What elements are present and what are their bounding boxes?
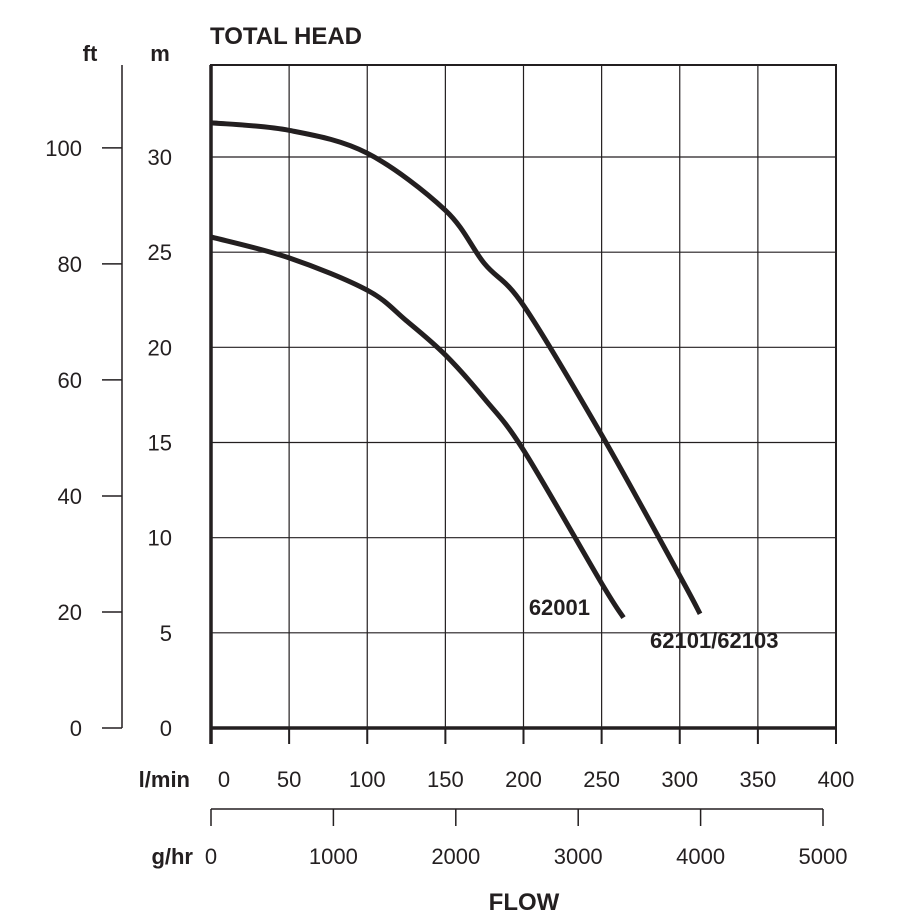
x-tick-label: 50 xyxy=(277,767,301,792)
y-tick-label-m: 15 xyxy=(148,431,172,456)
x-tick-label: 300 xyxy=(661,767,698,792)
y-tick-label-ft: 20 xyxy=(58,600,82,625)
x-tick-label-ghr: 4000 xyxy=(676,844,725,869)
series-line-62101-62103 xyxy=(210,120,703,615)
x-tick-label: 0 xyxy=(218,767,230,792)
y-tick-label-ft: 0 xyxy=(70,716,82,741)
y-tick-label-m: 0 xyxy=(160,716,172,741)
x-tick-label: 400 xyxy=(818,767,855,792)
x-tick-label: 250 xyxy=(583,767,620,792)
y-tick-label-ft: 100 xyxy=(45,136,82,161)
x-unit-label-lmin: l/min xyxy=(139,767,190,792)
x-unit-label-ghr: g/hr xyxy=(151,844,193,869)
y-tick-label-ft: 80 xyxy=(58,252,82,277)
y-tick-label-m: 5 xyxy=(160,621,172,646)
y-tick-label-ft: 60 xyxy=(58,368,82,393)
x-tick-label-ghr: 1000 xyxy=(309,844,358,869)
x-tick-label-ghr: 2000 xyxy=(431,844,480,869)
y-tick-label-ft: 40 xyxy=(58,484,82,509)
x-tick-label: 150 xyxy=(427,767,464,792)
x-axis-title: FLOW xyxy=(489,889,560,916)
series-label: 62001 xyxy=(529,595,590,620)
y-unit-label-ft: ft xyxy=(83,41,98,66)
y-tick-label-m: 30 xyxy=(148,145,172,170)
x-tick-label: 200 xyxy=(505,767,542,792)
x-tick-label-ghr: 3000 xyxy=(554,844,603,869)
series-line-62001 xyxy=(210,234,626,619)
series-label: 62101/62103 xyxy=(650,628,778,653)
x-tick-label: 350 xyxy=(740,767,777,792)
y-tick-label-m: 10 xyxy=(148,526,172,551)
y-unit-label-m: m xyxy=(150,41,170,66)
x-tick-label-ghr: 5000 xyxy=(799,844,848,869)
y-tick-label-m: 25 xyxy=(148,240,172,265)
y-tick-label-m: 20 xyxy=(148,335,172,360)
x-tick-label-ghr: 0 xyxy=(205,844,217,869)
chart-title: TOTAL HEAD xyxy=(210,23,362,50)
x-tick-label: 100 xyxy=(349,767,386,792)
